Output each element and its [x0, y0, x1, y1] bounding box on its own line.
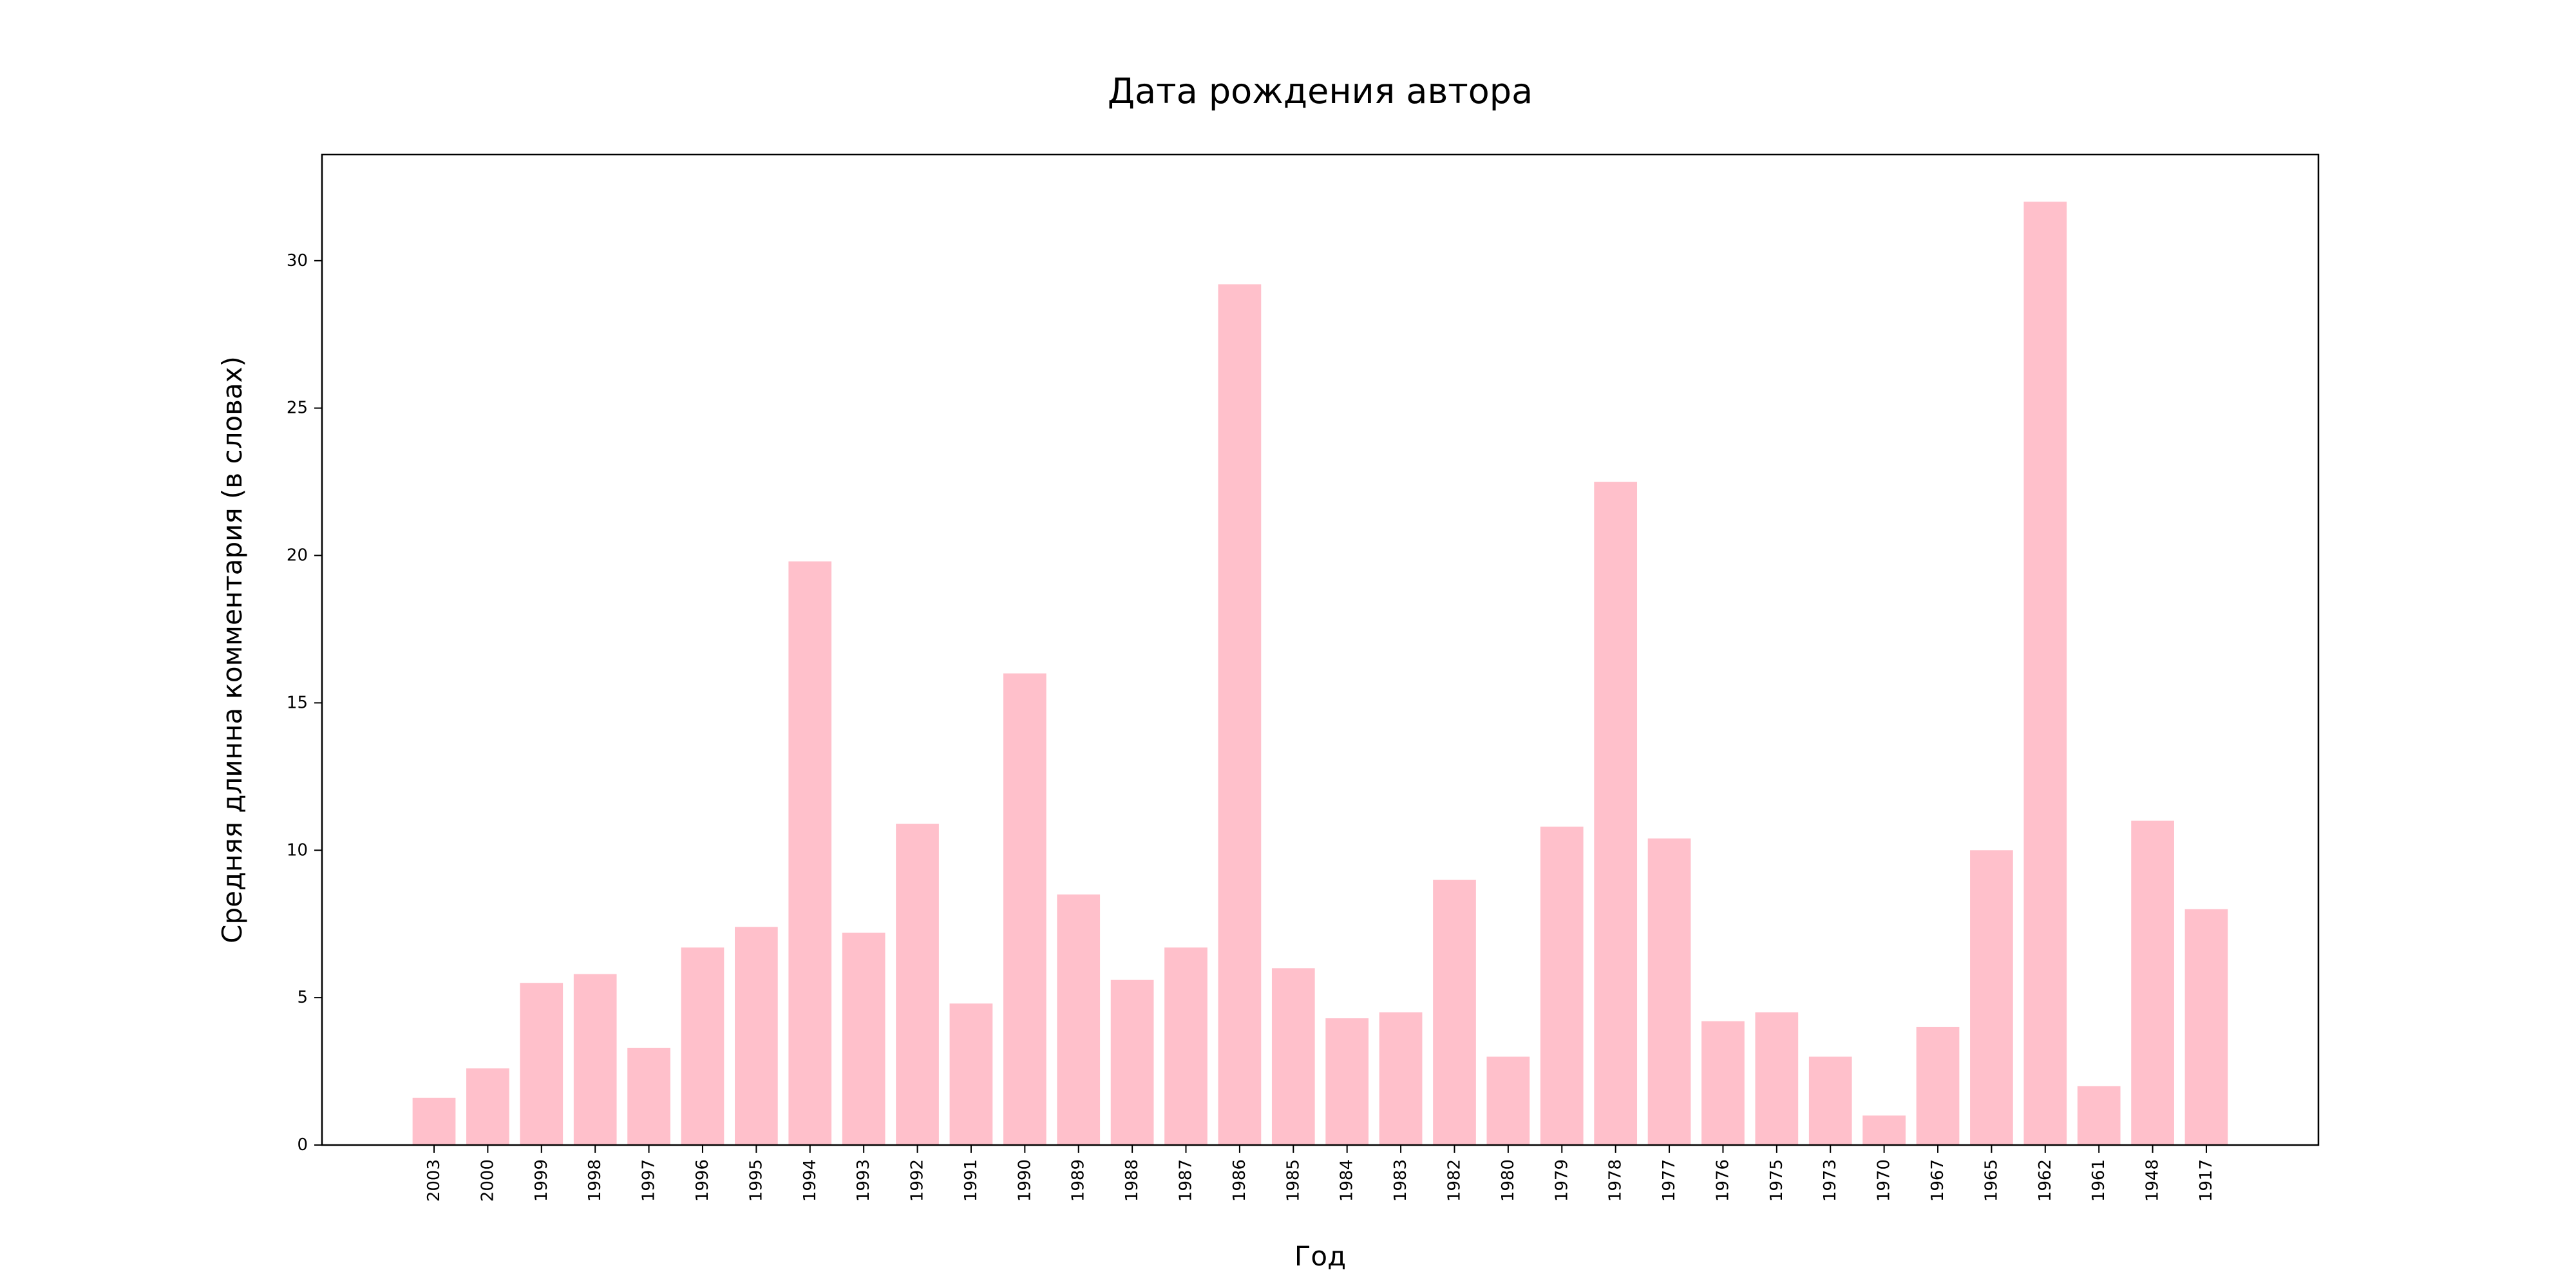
x-tick-label: 2000	[478, 1159, 497, 1202]
bar-1993	[842, 933, 886, 1145]
bar-1985	[1271, 968, 1315, 1145]
x-tick-label: 1985	[1283, 1159, 1303, 1202]
y-tick-label: 0	[297, 1135, 308, 1155]
bar-1970	[1862, 1115, 1906, 1145]
x-tick-label: 1994	[800, 1159, 820, 1202]
x-tick-label: 1982	[1444, 1159, 1464, 1202]
bar-1978	[1594, 482, 1638, 1145]
x-tick-label: 1995	[746, 1159, 766, 1202]
y-axis-ticks: 0 5 10 15 20 25 30	[287, 251, 322, 1155]
bar-1973	[1808, 1056, 1852, 1145]
x-tick-label: 1979	[1552, 1159, 1571, 1202]
bar-1997	[627, 1047, 670, 1145]
bar-1989	[1057, 894, 1101, 1145]
x-tick-label: 2003	[424, 1159, 444, 1202]
bar-1917	[2184, 909, 2228, 1145]
x-tick-label: 1984	[1338, 1159, 1357, 1202]
bar-1999	[520, 983, 564, 1145]
x-tick-label: 1996	[693, 1159, 712, 1202]
bar-1987	[1164, 947, 1208, 1145]
bar-1962	[2023, 202, 2067, 1146]
bar-1967	[1916, 1027, 1960, 1145]
bar-1994	[788, 561, 832, 1145]
y-axis-label: Средняя длинна комментария (в словах)	[216, 356, 248, 943]
bar-1996	[681, 947, 724, 1145]
bar-1986	[1218, 284, 1262, 1145]
y-tick-label: 15	[287, 693, 308, 712]
x-axis-label: Год	[1294, 1240, 1346, 1272]
bar-1984	[1325, 1018, 1369, 1145]
y-tick-label: 20	[287, 546, 308, 565]
chart-title: Дата рождения автора	[1108, 71, 1533, 111]
bar-2000	[466, 1068, 509, 1145]
bar-1976	[1701, 1021, 1745, 1145]
bar-1980	[1486, 1056, 1530, 1145]
bar-1992	[896, 824, 939, 1145]
bar-1998	[573, 974, 617, 1145]
bar-1983	[1379, 1012, 1423, 1145]
y-tick-label: 10	[287, 840, 308, 860]
bar-1961	[2077, 1086, 2121, 1145]
x-tick-label: 1986	[1230, 1159, 1249, 1202]
bar-1990	[1003, 673, 1046, 1145]
bar-1982	[1433, 880, 1476, 1145]
x-tick-label: 1975	[1767, 1159, 1786, 1202]
x-tick-label: 1977	[1660, 1159, 1679, 1202]
x-tick-label: 1973	[1821, 1159, 1840, 1202]
bar-1977	[1647, 838, 1691, 1145]
x-axis-ticks: 2003 2000 1999 1998 1997 1996 1995 1994 1993 1992…	[424, 1145, 2216, 1202]
x-tick-label: 1967	[1928, 1159, 1947, 1202]
x-tick-label: 1989	[1069, 1159, 1088, 1202]
x-tick-label: 1917	[2197, 1159, 2216, 1202]
y-tick-label: 25	[287, 399, 308, 418]
bar-1965	[1970, 850, 2013, 1145]
x-tick-label: 1970	[1875, 1159, 1894, 1202]
x-tick-label: 1976	[1713, 1159, 1732, 1202]
x-tick-label: 1983	[1391, 1159, 1410, 1202]
bar-1991	[949, 1003, 993, 1145]
bar-1988	[1110, 980, 1154, 1145]
bar-1975	[1755, 1012, 1799, 1145]
x-tick-label: 1991	[961, 1159, 981, 1202]
x-tick-label: 1948	[2143, 1159, 2163, 1202]
x-tick-label: 1988	[1122, 1159, 1142, 1202]
x-tick-label: 1961	[2089, 1159, 2108, 1202]
bar-1948	[2131, 820, 2174, 1145]
x-tick-label: 1997	[639, 1159, 659, 1202]
y-tick-label: 30	[287, 251, 308, 270]
x-tick-label: 1992	[908, 1159, 927, 1202]
bar-1979	[1540, 826, 1584, 1145]
bar-2003	[412, 1097, 456, 1145]
x-tick-label: 1980	[1499, 1159, 1518, 1202]
x-tick-label: 1962	[2036, 1159, 2055, 1202]
x-tick-label: 1993	[854, 1159, 873, 1202]
x-tick-label: 1990	[1015, 1159, 1034, 1202]
x-tick-label: 1998	[585, 1159, 605, 1202]
plot-frame	[321, 153, 2320, 1146]
x-tick-label: 1965	[1982, 1159, 2001, 1202]
x-tick-label: 1999	[532, 1159, 551, 1202]
x-tick-label: 1978	[1606, 1159, 1625, 1202]
bar-1995	[735, 927, 778, 1145]
y-tick-label: 5	[297, 988, 308, 1007]
bars-layer	[412, 202, 2228, 1146]
x-tick-label: 1987	[1177, 1159, 1196, 1202]
